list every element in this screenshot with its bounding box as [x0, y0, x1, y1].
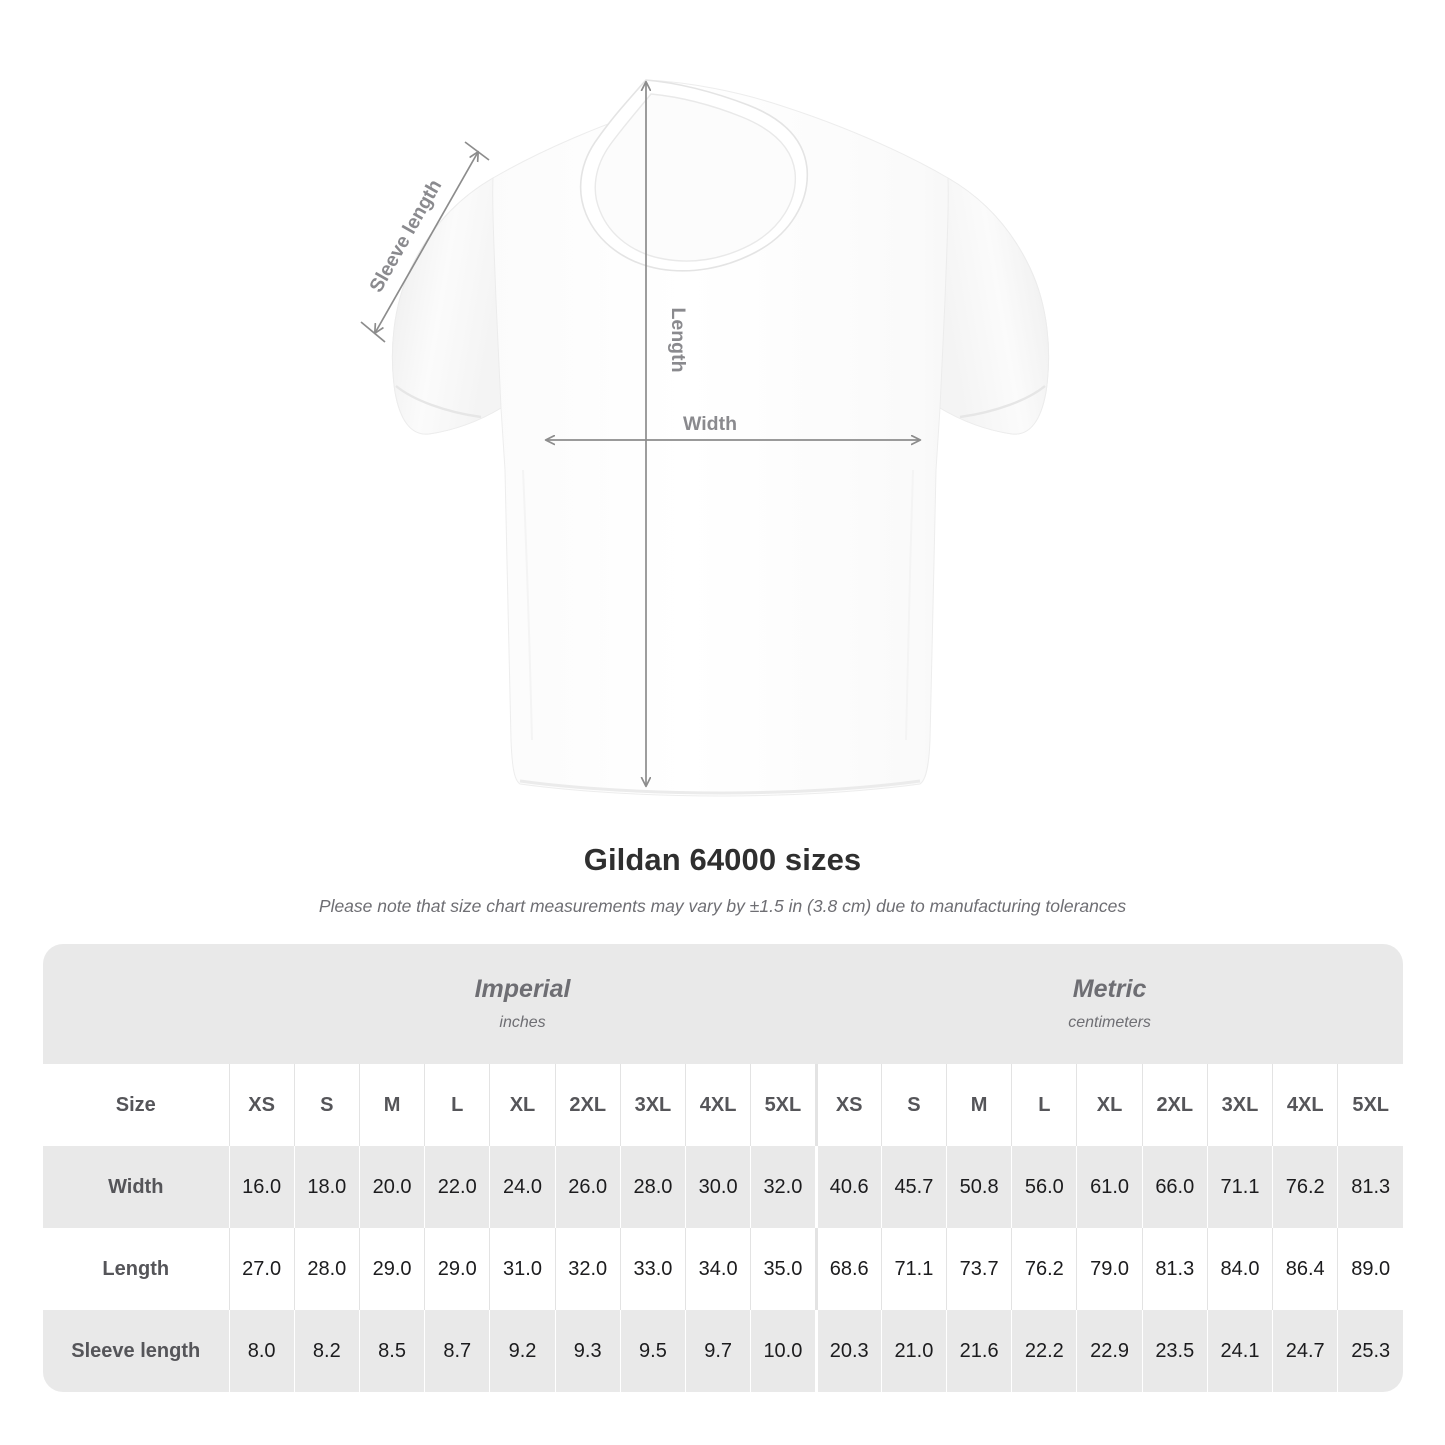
column-header-l-imperial: L — [424, 1064, 490, 1146]
row-label-width: Width — [43, 1146, 229, 1228]
cell-length-2xl-metric: 81.3 — [1141, 1228, 1208, 1310]
column-header-m-imperial: M — [358, 1064, 425, 1146]
column-header-xs-metric: XS — [814, 1064, 882, 1146]
cell-sleeve-2xl-metric: 23.5 — [1141, 1310, 1208, 1392]
unit-group-metric: Metric centimeters — [816, 944, 1404, 1064]
table-row: Width 16.0 18.0 20.0 22.0 24.0 26.0 28.0… — [43, 1146, 1404, 1228]
cell-width-xs-metric: 40.6 — [814, 1146, 882, 1228]
cell-length-s-imperial: 28.0 — [293, 1228, 360, 1310]
column-header-5xl-metric: 5XL — [1337, 1064, 1404, 1146]
unit-system-row: Imperial inches Metric centimeters — [43, 944, 1404, 1064]
cell-length-5xl-metric: 89.0 — [1337, 1228, 1404, 1310]
cell-sleeve-m-metric: 21.6 — [946, 1310, 1012, 1392]
size-chart-table: Imperial inches Metric centimeters Size … — [43, 944, 1404, 1392]
cell-sleeve-xs-metric: 20.3 — [814, 1310, 882, 1392]
page-title: Gildan 64000 sizes — [583, 842, 862, 877]
cell-length-l-imperial: 29.0 — [424, 1228, 490, 1310]
cell-sleeve-4xl-imperial: 9.7 — [685, 1310, 751, 1392]
column-header-3xl-imperial: 3XL — [619, 1064, 686, 1146]
column-header-xs-imperial: XS — [228, 1064, 295, 1146]
cell-sleeve-xl-imperial: 9.2 — [489, 1310, 556, 1392]
cell-length-5xl-imperial: 35.0 — [750, 1228, 817, 1310]
width-dimension: Width — [546, 413, 920, 440]
width-label: Width — [683, 413, 737, 435]
cell-length-2xl-imperial: 32.0 — [554, 1228, 621, 1310]
cell-width-xs-imperial: 16.0 — [228, 1146, 295, 1228]
cell-width-5xl-metric: 81.3 — [1337, 1146, 1404, 1228]
unit-group-sub: centimeters — [1068, 1013, 1151, 1031]
cell-length-xs-metric: 68.6 — [814, 1228, 882, 1310]
cell-width-4xl-imperial: 30.0 — [685, 1146, 751, 1228]
cell-width-2xl-metric: 66.0 — [1141, 1146, 1208, 1228]
table-row: Sleeve length 8.0 8.2 8.5 8.7 9.2 9.3 9.… — [43, 1310, 1404, 1392]
column-header-4xl-imperial: 4XL — [685, 1064, 751, 1146]
cell-sleeve-2xl-imperial: 9.3 — [554, 1310, 621, 1392]
cell-width-s-metric: 45.7 — [880, 1146, 947, 1228]
length-dimension: Length — [646, 82, 689, 786]
table-header-row: Size XS S M L XL 2XL 3XL 4XL 5XL XS S M … — [43, 1064, 1404, 1146]
cell-length-3xl-metric: 84.0 — [1206, 1228, 1273, 1310]
unit-group-imperial: Imperial inches — [229, 944, 817, 1064]
cell-length-l-metric: 76.2 — [1011, 1228, 1077, 1310]
cell-sleeve-l-imperial: 8.7 — [424, 1310, 490, 1392]
cell-sleeve-4xl-metric: 24.7 — [1272, 1310, 1338, 1392]
cell-length-xs-imperial: 27.0 — [228, 1228, 295, 1310]
cell-width-4xl-metric: 76.2 — [1272, 1146, 1338, 1228]
cell-sleeve-3xl-metric: 24.1 — [1206, 1310, 1273, 1392]
cell-length-4xl-imperial: 34.0 — [685, 1228, 751, 1310]
tshirt-silhouette — [391, 79, 1050, 797]
cell-width-xl-imperial: 24.0 — [489, 1146, 556, 1228]
cell-width-3xl-imperial: 28.0 — [619, 1146, 686, 1228]
cell-sleeve-l-metric: 22.2 — [1011, 1310, 1077, 1392]
cell-sleeve-s-metric: 21.0 — [880, 1310, 947, 1392]
cell-sleeve-3xl-imperial: 9.5 — [619, 1310, 686, 1392]
column-header-s-imperial: S — [293, 1064, 360, 1146]
cell-width-l-imperial: 22.0 — [424, 1146, 490, 1228]
column-header-l-metric: L — [1011, 1064, 1077, 1146]
column-header-m-metric: M — [946, 1064, 1012, 1146]
row-label-length: Length — [43, 1228, 229, 1310]
column-header-4xl-metric: 4XL — [1272, 1064, 1338, 1146]
column-header-xl-imperial: XL — [489, 1064, 556, 1146]
cell-length-xl-metric: 79.0 — [1076, 1228, 1143, 1310]
cell-length-m-imperial: 29.0 — [358, 1228, 425, 1310]
unit-group-name: Imperial — [474, 974, 571, 1003]
cell-width-5xl-imperial: 32.0 — [750, 1146, 817, 1228]
unit-spacer-cell — [43, 944, 229, 1064]
column-header-2xl-metric: 2XL — [1141, 1064, 1208, 1146]
cell-width-l-metric: 56.0 — [1011, 1146, 1077, 1228]
length-label: Length — [667, 308, 689, 373]
cell-width-3xl-metric: 71.1 — [1206, 1146, 1273, 1228]
column-header-5xl-imperial: 5XL — [750, 1064, 817, 1146]
cell-length-4xl-metric: 86.4 — [1272, 1228, 1338, 1310]
column-header-3xl-metric: 3XL — [1206, 1064, 1273, 1146]
cell-sleeve-xs-imperial: 8.0 — [228, 1310, 295, 1392]
cell-length-xl-imperial: 31.0 — [489, 1228, 556, 1310]
unit-group-sub: inches — [499, 1013, 546, 1031]
cell-length-s-metric: 71.1 — [880, 1228, 947, 1310]
cell-width-2xl-imperial: 26.0 — [554, 1146, 621, 1228]
cell-width-xl-metric: 61.0 — [1076, 1146, 1143, 1228]
cell-width-m-imperial: 20.0 — [358, 1146, 425, 1228]
tolerance-note: Please note that size chart measurements… — [318, 896, 1127, 916]
unit-group-name: Metric — [1072, 974, 1147, 1003]
cell-sleeve-m-imperial: 8.5 — [358, 1310, 425, 1392]
row-label-size: Size — [43, 1064, 229, 1146]
cell-sleeve-s-imperial: 8.2 — [293, 1310, 360, 1392]
cell-width-m-metric: 50.8 — [946, 1146, 1012, 1228]
cell-length-3xl-imperial: 33.0 — [619, 1228, 686, 1310]
cell-sleeve-5xl-imperial: 10.0 — [750, 1310, 817, 1392]
column-header-xl-metric: XL — [1076, 1064, 1143, 1146]
row-label-sleeve-length: Sleeve length — [43, 1310, 229, 1392]
cell-width-s-imperial: 18.0 — [293, 1146, 360, 1228]
cell-sleeve-5xl-metric: 25.3 — [1337, 1310, 1404, 1392]
column-header-s-metric: S — [880, 1064, 947, 1146]
cell-length-m-metric: 73.7 — [946, 1228, 1012, 1310]
tshirt-measurement-diagram: Sleeve length Length Width — [360, 79, 1050, 797]
chart-heading-block: Gildan 64000 sizes Please note that size… — [0, 840, 1445, 919]
cell-sleeve-xl-metric: 22.9 — [1076, 1310, 1143, 1392]
table-row: Length 27.0 28.0 29.0 29.0 31.0 32.0 33.… — [43, 1228, 1404, 1310]
column-header-2xl-imperial: 2XL — [554, 1064, 621, 1146]
